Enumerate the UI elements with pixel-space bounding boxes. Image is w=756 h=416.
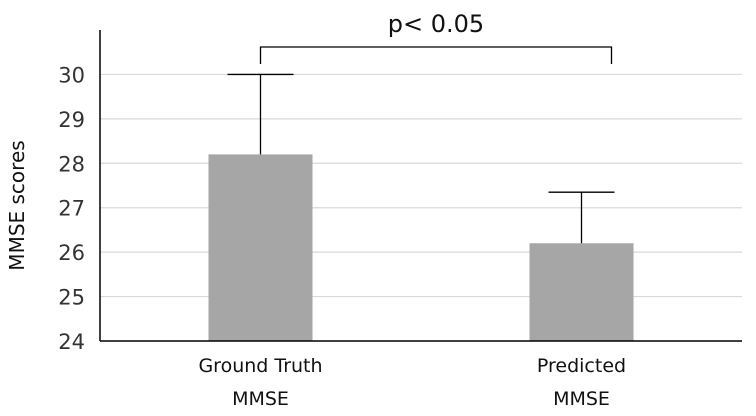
- significance-label: p< 0.05: [388, 10, 484, 38]
- x-category-label: Ground Truth: [198, 355, 322, 377]
- y-tick-label: 30: [58, 63, 85, 87]
- significance-bracket: [259, 46, 613, 64]
- bar: [529, 243, 634, 341]
- x-category-labels: Ground Truth MMSE Predicted MMSE: [198, 355, 626, 410]
- y-tick-labels: 24 25 26 27 28 29 30: [58, 63, 85, 354]
- y-tick-label: 28: [58, 152, 85, 176]
- y-tick-label: 29: [58, 108, 85, 132]
- error-bars: [227, 73, 615, 244]
- y-tick-label: 26: [58, 241, 85, 265]
- y-axis-label: MMSE scores: [5, 140, 29, 270]
- y-tick-label: 27: [58, 197, 85, 221]
- bars: [208, 154, 634, 341]
- bar: [208, 154, 313, 341]
- x-category-label: MMSE: [553, 388, 610, 410]
- x-category-label: Predicted: [537, 355, 626, 377]
- x-category-label: MMSE: [232, 388, 289, 410]
- y-tick-label: 25: [58, 286, 85, 310]
- grid-lines: [100, 73, 742, 298]
- y-tick-label: 24: [58, 330, 85, 354]
